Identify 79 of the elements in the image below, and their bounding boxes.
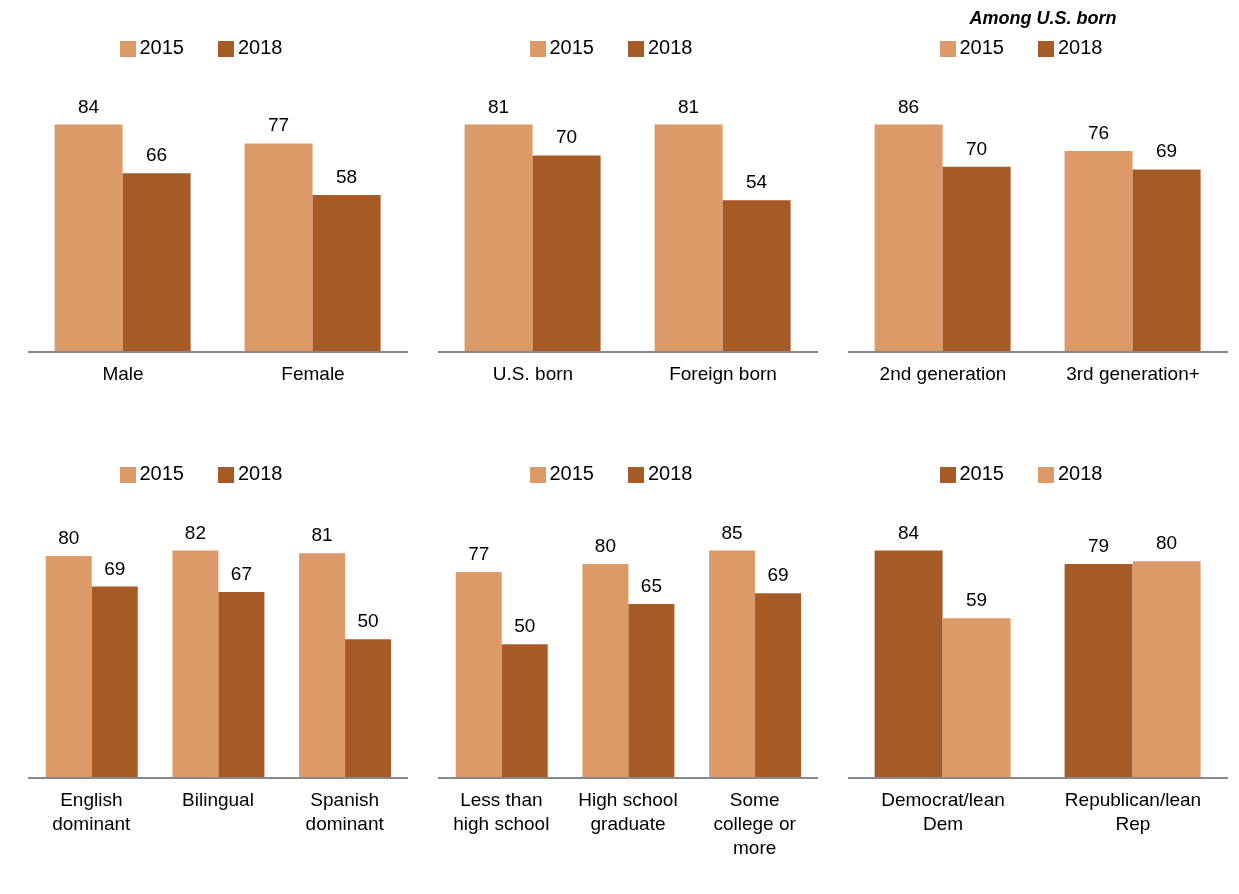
x-tick-label: Less than high school (453, 789, 550, 834)
data-label: 84 (898, 521, 920, 543)
x-tick-label: Spanish dominant (305, 789, 385, 834)
data-label: 76 (1088, 121, 1110, 143)
data-label: 81 (488, 95, 510, 117)
x-tick-label: 2nd generation (879, 363, 1007, 384)
bar (755, 593, 802, 778)
data-label: 69 (767, 564, 789, 586)
data-label: 70 (556, 126, 578, 148)
data-label: 81 (678, 95, 700, 117)
legend-label: 2015 (959, 462, 1004, 484)
bar (299, 553, 346, 778)
legend-label: 2015 (139, 462, 184, 484)
x-tick-label: English dominant (52, 789, 132, 834)
bar (312, 194, 381, 352)
bar (1132, 169, 1201, 352)
bar (582, 563, 629, 778)
bar (628, 604, 675, 778)
bar (1064, 564, 1133, 778)
data-label: 50 (514, 615, 536, 637)
bar (345, 639, 392, 778)
bar (45, 556, 92, 778)
x-tick-label: U.S. born (492, 363, 574, 384)
data-label: 54 (746, 171, 768, 193)
data-label: 79 (1088, 535, 1110, 557)
legend-label: 2018 (1058, 36, 1103, 58)
bar (874, 550, 943, 778)
data-label: 77 (268, 114, 290, 136)
legend-label: 2015 (549, 462, 594, 484)
x-tick-label: Foreign born (669, 363, 777, 384)
x-tick-label: 3rd generation+ (1066, 363, 1200, 384)
x-tick-label: High school graduate (578, 789, 678, 834)
data-label: 65 (640, 575, 662, 597)
legend-label: 2018 (648, 462, 693, 484)
x-tick-label: Some college or more (713, 789, 797, 858)
legend-label: 2018 (1058, 462, 1103, 484)
data-label: 58 (336, 165, 358, 187)
data-label: 50 (357, 610, 379, 632)
data-label: 69 (1156, 140, 1178, 162)
bar (54, 124, 123, 352)
bar (1132, 561, 1201, 778)
legend-label: 2018 (238, 462, 283, 484)
data-label: 80 (1156, 532, 1178, 554)
chart-title: Among U.S. born (968, 8, 1118, 30)
bar (709, 550, 756, 778)
bar (942, 166, 1011, 352)
x-tick-label: Female (281, 363, 345, 384)
legend-label: 2018 (238, 36, 283, 58)
legend-label: 2015 (549, 36, 594, 58)
data-label: 82 (184, 521, 206, 543)
data-label: 84 (78, 95, 100, 117)
x-tick-label: Republican/lean Rep (1064, 789, 1202, 834)
data-label: 80 (58, 527, 80, 549)
legend-label: 2015 (139, 36, 184, 58)
bar (172, 550, 219, 778)
bar (91, 586, 138, 778)
x-tick-label: Democrat/lean Dem (881, 789, 1005, 834)
data-label: 86 (898, 95, 920, 117)
bar (244, 143, 313, 352)
x-tick-label: Male (102, 363, 144, 384)
bar (455, 571, 502, 778)
data-label: 67 (230, 563, 252, 585)
data-label: 80 (594, 534, 616, 556)
data-label: 59 (966, 589, 988, 611)
x-tick-label: Bilingual (182, 789, 254, 810)
legend-label: 2015 (959, 36, 1004, 58)
bar (874, 124, 943, 352)
legend-label: 2018 (648, 36, 693, 58)
bar (942, 618, 1011, 778)
data-label: 85 (721, 521, 743, 543)
data-label: 66 (146, 144, 168, 166)
data-label: 77 (468, 542, 490, 564)
data-label: 70 (966, 137, 988, 159)
bar (122, 173, 191, 352)
bar (1064, 150, 1133, 352)
data-label: 81 (311, 524, 333, 546)
bar (501, 644, 548, 778)
bar (218, 592, 265, 778)
data-label: 69 (104, 557, 126, 579)
